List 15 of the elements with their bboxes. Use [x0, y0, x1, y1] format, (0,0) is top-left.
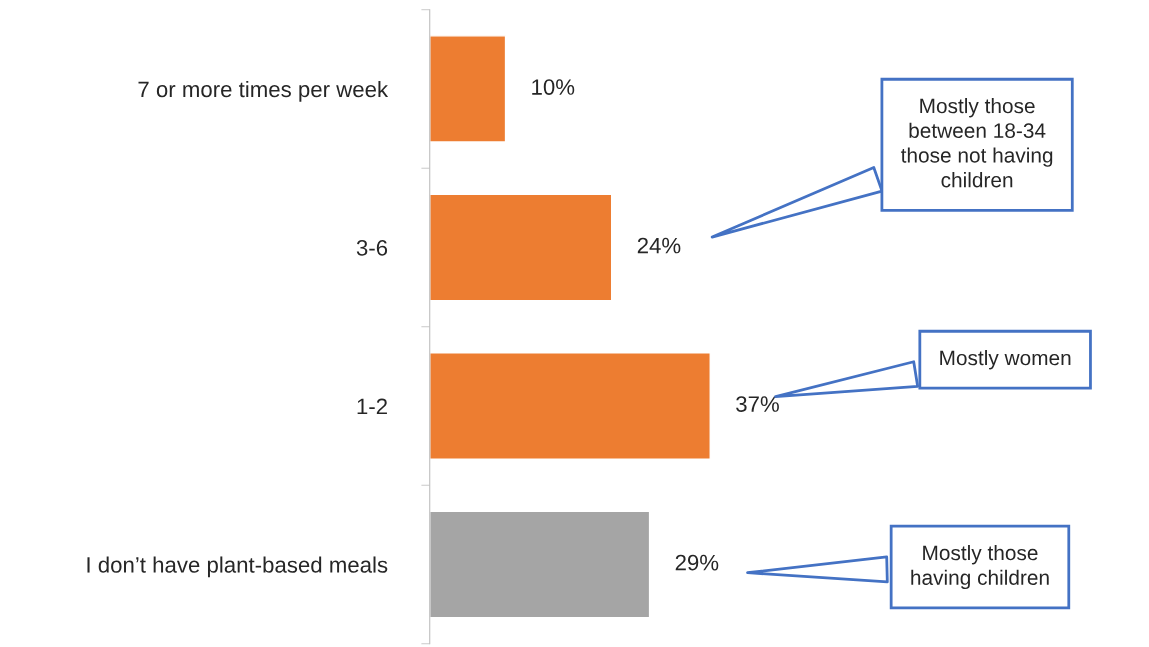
data-label: 37%	[736, 396, 779, 412]
y-tick-label: I don’t have plant-based meals	[87, 556, 388, 578]
text: Mostly women	[940, 350, 1071, 370]
y-tick-label: 1-2	[357, 398, 387, 415]
bar	[429, 510, 651, 619]
text: Mostly those having children	[911, 544, 1049, 590]
bar	[429, 352, 711, 460]
bar	[429, 35, 507, 143]
y-tick-label: 7 or more times per week	[138, 80, 389, 102]
bar	[429, 193, 613, 302]
text: Mostly those between 18-34 those not having children	[900, 97, 1053, 188]
data-label: 29%	[675, 554, 719, 571]
y-tick-label: 3-6	[356, 240, 388, 256]
data-label: 24%	[637, 237, 681, 254]
data-label: 10%	[532, 79, 575, 95]
